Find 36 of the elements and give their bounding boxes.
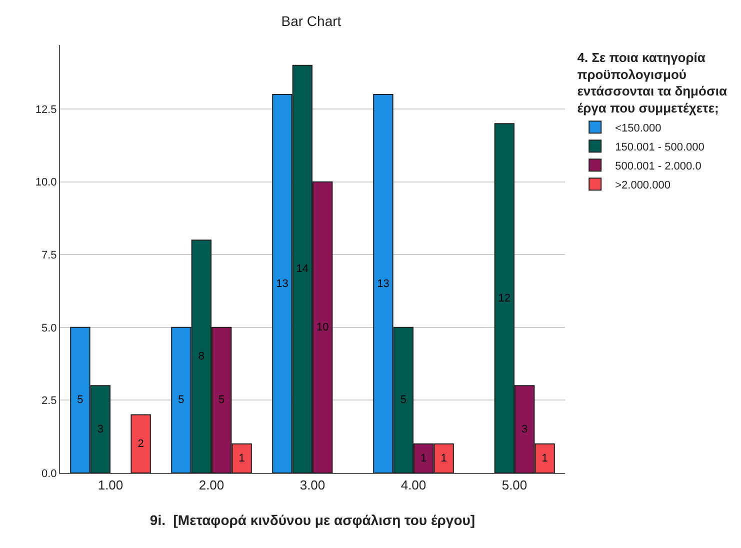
- y-tick-label: 5.0: [42, 322, 57, 334]
- x-tick-label: 5.00: [502, 478, 528, 493]
- data-label: 5: [178, 394, 184, 406]
- data-label: 1: [542, 452, 548, 464]
- x-tick-label: 2.00: [198, 478, 224, 493]
- data-label: 1: [420, 452, 427, 464]
- data-label: 12: [498, 292, 511, 304]
- y-tick-label: 12.5: [35, 104, 57, 116]
- x-tick-label: 3.00: [300, 478, 326, 493]
- y-tick-label: 0.0: [42, 468, 57, 480]
- data-label: 5: [77, 394, 84, 406]
- data-label: 5: [218, 394, 225, 406]
- legend-label: 150.001 - 500.000: [615, 141, 704, 154]
- data-label: 10: [316, 321, 329, 334]
- chart-title: Bar Chart: [281, 13, 342, 30]
- legend-label: <150.000: [615, 122, 662, 134]
- data-label: 1: [440, 452, 447, 464]
- y-tick-label: 2.5: [42, 395, 57, 408]
- y-tick-label: 10.0: [35, 176, 57, 189]
- y-tick-label: 7.5: [42, 249, 57, 262]
- x-tick-label: 1.00: [98, 478, 124, 493]
- legend-title: 4. Σε ποια κατηγορία προϋπολογισμού εντάσσονται τα δημόσια έργα που συμμετέχετε;: [577, 50, 727, 116]
- legend-label: 500.001 - 2.000.0: [615, 160, 702, 172]
- data-label: 14: [296, 263, 309, 276]
- data-label: 13: [276, 278, 288, 290]
- data-label: 8: [198, 350, 204, 363]
- legend-label: >2.000.000: [615, 179, 670, 192]
- x-axis-title: 9i. [Μεταφορά κινδύνου με ασφάλιση του έργου]: [150, 512, 476, 528]
- data-label: 3: [97, 423, 104, 436]
- data-label: 2: [138, 438, 144, 450]
- data-label: 3: [522, 423, 528, 436]
- data-label: 1: [238, 452, 245, 464]
- data-label: 13: [377, 278, 390, 290]
- x-tick-label: 4.00: [400, 478, 426, 493]
- data-label: 5: [400, 394, 406, 406]
- bar: [130, 414, 151, 473]
